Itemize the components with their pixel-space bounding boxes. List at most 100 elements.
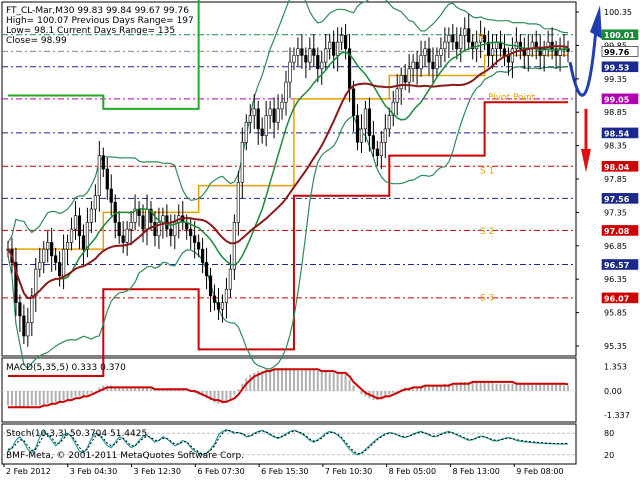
candle-body-54 [220, 302, 225, 310]
candle-body-101 [407, 68, 411, 83]
candle-body-3 [18, 302, 22, 317]
time-axis: 2 Feb 2012 3 Feb 04:30 3 Feb 12:30 6 Feb 07… [3, 464, 564, 476]
candle-body-114 [459, 35, 463, 50]
candle-body-72 [292, 55, 296, 63]
candle-body-20 [85, 222, 90, 250]
candle-body-126 [506, 55, 511, 63]
time-tick-3: 6 Feb 07:30 [197, 467, 244, 476]
candle-body-63 [256, 108, 260, 130]
main-chart-frame [1, 1, 577, 357]
candle-body-47 [193, 235, 197, 243]
candle-body-98 [395, 88, 399, 103]
candle-body-106 [427, 48, 431, 63]
candle-body-30 [125, 228, 129, 243]
candle-body-95 [383, 128, 387, 143]
price-label-2: 99.53 [604, 63, 629, 72]
price-tick-3: 98.85 [604, 108, 627, 117]
candle-body-100 [403, 75, 407, 83]
candle-body-18 [77, 215, 82, 237]
candle-body-22 [93, 195, 97, 210]
candle-body-62 [252, 108, 256, 116]
candle-body-4 [22, 315, 26, 337]
candle-body-12 [54, 255, 58, 263]
candle-body-76 [308, 48, 312, 63]
price-tick-8: 96.35 [604, 275, 627, 284]
candle-body-110 [443, 41, 447, 50]
header-close-line: Close= 98.99 [6, 36, 67, 46]
candle-body-135 [542, 48, 546, 56]
pivot-level-labels: R Pivot Point S 1 S 2 S 3 [478, 33, 536, 303]
candle-body-94 [379, 141, 383, 156]
candle-body-61 [248, 115, 252, 123]
stoch-label: Stoch(10,3,3) 50.3704 51.4425 [6, 429, 147, 439]
price-label-box-8 [601, 259, 639, 270]
level-label-2: S 1 [480, 167, 494, 177]
candle-body-88 [355, 115, 360, 143]
candlesticks [6, 14, 570, 347]
candle-body-59 [240, 141, 244, 183]
candle-body-52 [212, 295, 217, 303]
candle-body-49 [201, 248, 205, 263]
down-arrow-head [581, 148, 591, 173]
candle-body-9 [42, 248, 46, 263]
price-tick-2: 99.35 [604, 75, 627, 84]
stoch-tick-0: 80 [604, 429, 614, 438]
candle-body-19 [81, 235, 86, 250]
copyright-text: BMF-Meta, © 2001-2011 MetaQuotes Softwar… [6, 451, 244, 461]
level-label-4: S 3 [480, 294, 494, 304]
candle-body-71 [288, 61, 292, 83]
time-tick-1: 3 Feb 04:30 [70, 467, 117, 476]
candle-body-23 [97, 155, 101, 196]
price-tick-7: 96.85 [604, 242, 627, 251]
candle-body-60 [244, 121, 248, 143]
candle-body-32 [133, 208, 137, 223]
candle-body-16 [69, 228, 74, 243]
candle-body-85 [343, 35, 348, 50]
candle-body-31 [129, 222, 133, 230]
time-tick-2: 3 Feb 12:30 [134, 467, 181, 476]
price-label-box-4 [601, 127, 639, 139]
price-label-9: 96.07 [604, 294, 629, 303]
candle-body-108 [435, 55, 439, 70]
price-label-box-0 [601, 29, 639, 41]
price-label-4: 98.54 [604, 129, 630, 138]
price-tick-9: 95.85 [604, 309, 627, 318]
candle-body-46 [189, 228, 193, 237]
macd-tick-1: 0.00 [604, 387, 622, 396]
candle-body-2 [14, 262, 18, 303]
candle-body-83 [336, 41, 340, 56]
candle-body-81 [328, 41, 332, 50]
price-label-5: 98.04 [604, 163, 630, 172]
range-lower-line [7, 101, 569, 378]
candle-body-56 [228, 268, 233, 290]
candle-body-34 [141, 215, 145, 230]
price-label-1: 99.76 [604, 48, 630, 57]
candle-body-109 [439, 48, 443, 56]
candle-body-35 [145, 208, 149, 230]
candle-body-82 [332, 41, 336, 56]
candle-body-78 [316, 55, 320, 70]
candle-body-64 [260, 128, 264, 136]
candle-body-103 [415, 61, 419, 70]
candle-body-10 [46, 242, 50, 250]
up-arrow-head [590, 5, 602, 39]
candle-body-79 [320, 61, 324, 70]
candle-body-105 [423, 48, 427, 56]
candle-body-26 [109, 188, 113, 203]
price-label-box-2 [601, 61, 639, 73]
candle-body-97 [391, 101, 395, 116]
header-symbol-line: FT_CL-Mar,M30 99.83 99.84 99.67 99.76 [6, 6, 189, 16]
candle-body-87 [351, 88, 356, 116]
candle-body-66 [268, 108, 272, 116]
price-label-7: 97.08 [604, 227, 630, 236]
candle-body-129 [518, 41, 522, 50]
candle-body-119 [479, 35, 483, 43]
candle-body-115 [463, 28, 467, 36]
macd-signal-line [8, 368, 569, 409]
price-label-box-3 [601, 93, 639, 105]
candle-body-93 [375, 148, 379, 156]
candle-body-53 [216, 302, 221, 310]
stoch-tick-1: 20 [604, 451, 614, 460]
price-label-box-9 [601, 292, 639, 304]
